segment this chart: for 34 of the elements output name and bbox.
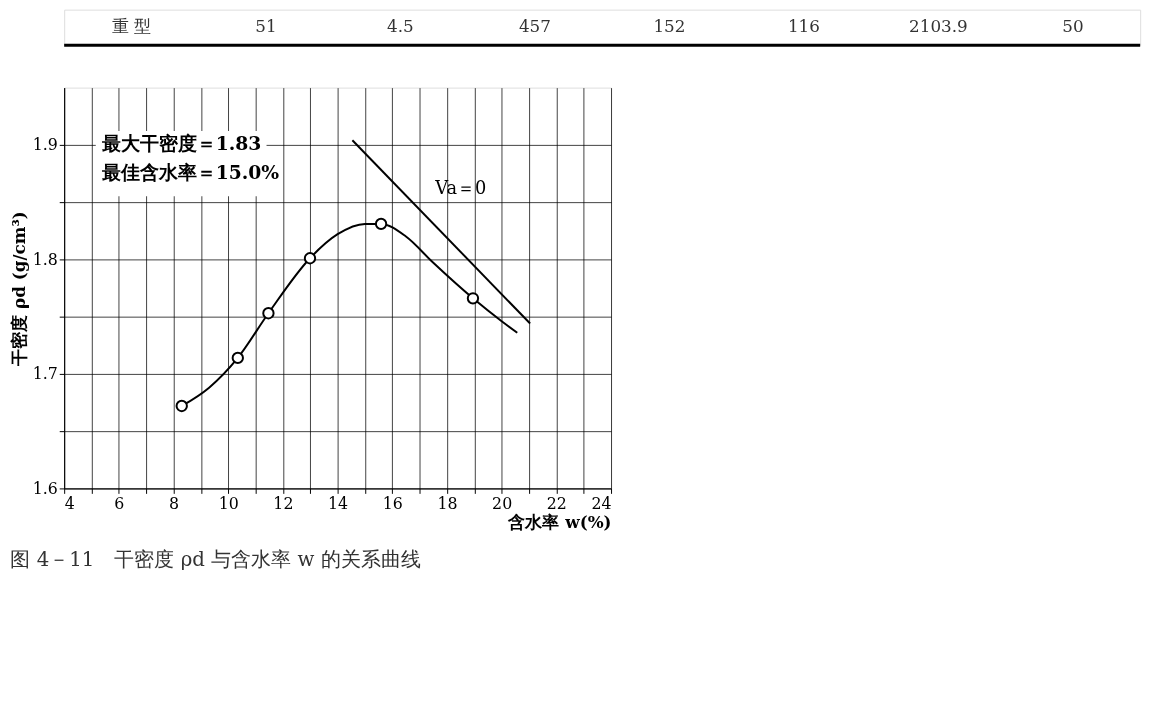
- y-tick-label: 1.9: [32, 135, 58, 155]
- x-tick-label: 12: [273, 493, 294, 513]
- point: [374, 217, 388, 231]
- point: [466, 292, 480, 305]
- x-tick-label: 8: [169, 493, 180, 513]
- x-tick-label: 24: [591, 493, 612, 513]
- text: 4.5: [387, 16, 414, 37]
- x-tick-label: 22: [546, 493, 567, 513]
- x-tick-label: 20: [492, 493, 513, 513]
- y-tick-label: 1.6: [32, 478, 58, 498]
- text: 2103.9: [909, 16, 968, 37]
- point: [303, 252, 317, 265]
- text: 重 型: [111, 16, 152, 37]
- x-axis-title: 含水率 w(%): [507, 512, 612, 533]
- x-tick-label: 4: [64, 493, 75, 513]
- text: 116: [787, 16, 820, 37]
- x-tick-label: 14: [328, 493, 349, 513]
- point: [262, 307, 275, 320]
- x-tick-label: 6: [114, 493, 125, 513]
- x-tick-label: 16: [382, 493, 403, 513]
- y-tick-label: 1.8: [32, 249, 58, 269]
- x-tick-label: 18: [437, 493, 458, 513]
- text: 152: [653, 16, 686, 37]
- text: 51: [255, 16, 277, 37]
- text: 50: [1062, 16, 1084, 37]
- point: [231, 351, 244, 365]
- annotation: 最佳含水率＝15.0%: [100, 161, 280, 184]
- x-tick-label: 10: [218, 493, 239, 513]
- annotation: 最大干密度＝1.83: [100, 131, 262, 154]
- text: 图 4－11 干密度 ρd 与含水率 w 的关系曲线: [10, 548, 421, 572]
- y-axis-title: 干密度 ρd (g/cm³): [8, 211, 29, 367]
- text: 457: [518, 16, 551, 37]
- point: [175, 399, 188, 413]
- y-tick-label: 1.7: [32, 364, 58, 384]
